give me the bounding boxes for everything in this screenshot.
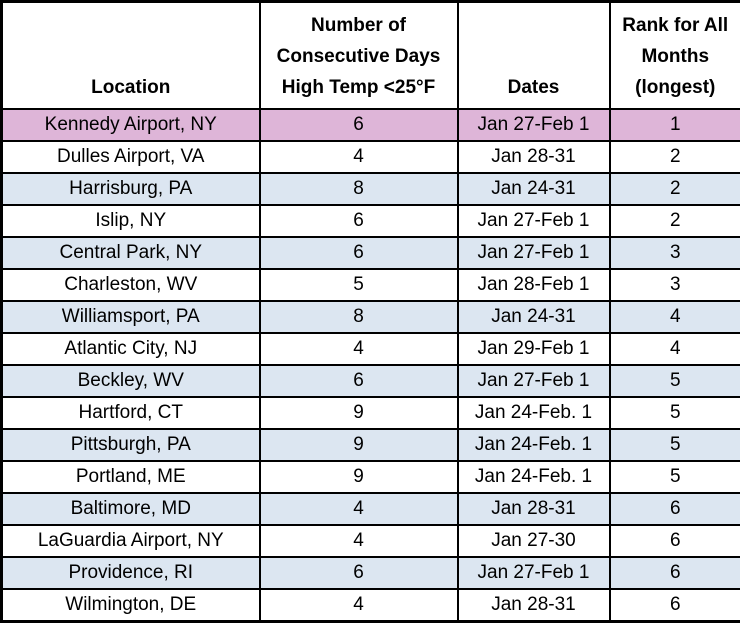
table-row: Charleston, WV 5 Jan 28-Feb 1 3 (2, 269, 740, 301)
rank-cell: 5 (610, 461, 740, 493)
dates-cell: Jan 27-Feb 1 (458, 365, 610, 397)
days-cell: 4 (260, 141, 458, 173)
location-cell: Portland, ME (2, 461, 260, 493)
location-cell: Dulles Airport, VA (2, 141, 260, 173)
days-cell: 9 (260, 397, 458, 429)
header-row: Location Number of Consecutive Days High… (2, 2, 740, 110)
dates-cell: Jan 27-Feb 1 (458, 237, 610, 269)
rank-cell: 5 (610, 397, 740, 429)
dates-cell: Jan 24-Feb. 1 (458, 397, 610, 429)
rank-cell: 4 (610, 333, 740, 365)
rank-cell: 5 (610, 365, 740, 397)
dates-cell: Jan 27-Feb 1 (458, 557, 610, 589)
days-cell: 4 (260, 333, 458, 365)
table-row: Pittsburgh, PA 9 Jan 24-Feb. 1 5 (2, 429, 740, 461)
dates-cell: Jan 29-Feb 1 (458, 333, 610, 365)
dates-cell: Jan 24-Feb. 1 (458, 429, 610, 461)
rank-cell: 6 (610, 525, 740, 557)
rank-cell: 1 (610, 109, 740, 141)
location-cell: Harrisburg, PA (2, 173, 260, 205)
days-cell: 6 (260, 365, 458, 397)
rank-cell: 6 (610, 557, 740, 589)
days-cell: 8 (260, 173, 458, 205)
rank-cell: 6 (610, 589, 740, 622)
days-cell: 4 (260, 589, 458, 622)
location-cell: Islip, NY (2, 205, 260, 237)
table-row: Baltimore, MD 4 Jan 28-31 6 (2, 493, 740, 525)
location-cell: Beckley, WV (2, 365, 260, 397)
table-row: Portland, ME 9 Jan 24-Feb. 1 5 (2, 461, 740, 493)
table-row: Kennedy Airport, NY 6 Jan 27-Feb 1 1 (2, 109, 740, 141)
table-row: Providence, RI 6 Jan 27-Feb 1 6 (2, 557, 740, 589)
table-row: Central Park, NY 6 Jan 27-Feb 1 3 (2, 237, 740, 269)
header-location: Location (2, 2, 260, 110)
table-row: Beckley, WV 6 Jan 27-Feb 1 5 (2, 365, 740, 397)
dates-cell: Jan 24-31 (458, 301, 610, 333)
location-cell: Providence, RI (2, 557, 260, 589)
days-cell: 5 (260, 269, 458, 301)
rank-cell: 3 (610, 269, 740, 301)
days-cell: 6 (260, 109, 458, 141)
days-cell: 6 (260, 237, 458, 269)
dates-cell: Jan 24-Feb. 1 (458, 461, 610, 493)
days-cell: 8 (260, 301, 458, 333)
rank-cell: 5 (610, 429, 740, 461)
location-cell: Kennedy Airport, NY (2, 109, 260, 141)
table-row: Williamsport, PA 8 Jan 24-31 4 (2, 301, 740, 333)
days-cell: 6 (260, 205, 458, 237)
table-row: Harrisburg, PA 8 Jan 24-31 2 (2, 173, 740, 205)
days-cell: 9 (260, 429, 458, 461)
rank-cell: 2 (610, 205, 740, 237)
rank-cell: 4 (610, 301, 740, 333)
location-cell: Atlantic City, NJ (2, 333, 260, 365)
table-row: Islip, NY 6 Jan 27-Feb 1 2 (2, 205, 740, 237)
location-cell: Charleston, WV (2, 269, 260, 301)
table-row: Hartford, CT 9 Jan 24-Feb. 1 5 (2, 397, 740, 429)
table-row: LaGuardia Airport, NY 4 Jan 27-30 6 (2, 525, 740, 557)
rank-cell: 2 (610, 141, 740, 173)
dates-cell: Jan 28-31 (458, 493, 610, 525)
days-cell: 9 (260, 461, 458, 493)
table-row: Wilmington, DE 4 Jan 28-31 6 (2, 589, 740, 622)
dates-cell: Jan 28-31 (458, 141, 610, 173)
dates-cell: Jan 27-Feb 1 (458, 109, 610, 141)
dates-cell: Jan 24-31 (458, 173, 610, 205)
rank-cell: 3 (610, 237, 740, 269)
table-row: Dulles Airport, VA 4 Jan 28-31 2 (2, 141, 740, 173)
table-row: Atlantic City, NJ 4 Jan 29-Feb 1 4 (2, 333, 740, 365)
location-cell: Baltimore, MD (2, 493, 260, 525)
dates-cell: Jan 27-30 (458, 525, 610, 557)
location-cell: Pittsburgh, PA (2, 429, 260, 461)
dates-cell: Jan 27-Feb 1 (458, 205, 610, 237)
header-rank: Rank for All Months (longest) (610, 2, 740, 110)
location-cell: Williamsport, PA (2, 301, 260, 333)
rank-cell: 2 (610, 173, 740, 205)
location-cell: Central Park, NY (2, 237, 260, 269)
days-cell: 6 (260, 557, 458, 589)
dates-cell: Jan 28-31 (458, 589, 610, 622)
location-cell: Wilmington, DE (2, 589, 260, 622)
location-cell: Hartford, CT (2, 397, 260, 429)
table-body: Kennedy Airport, NY 6 Jan 27-Feb 1 1 Dul… (2, 109, 740, 622)
rank-cell: 6 (610, 493, 740, 525)
location-cell: LaGuardia Airport, NY (2, 525, 260, 557)
header-dates: Dates (458, 2, 610, 110)
days-cell: 4 (260, 525, 458, 557)
days-cell: 4 (260, 493, 458, 525)
dates-cell: Jan 28-Feb 1 (458, 269, 610, 301)
header-consecutive-days: Number of Consecutive Days High Temp <25… (260, 2, 458, 110)
